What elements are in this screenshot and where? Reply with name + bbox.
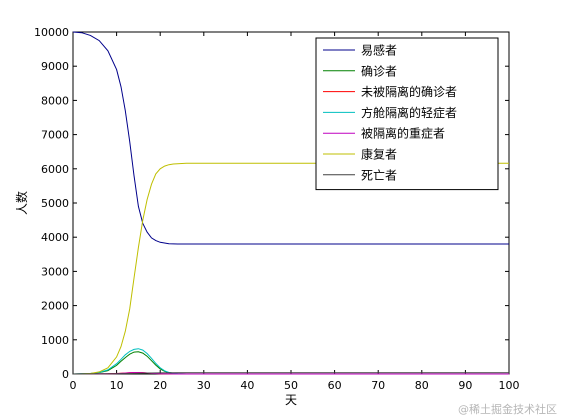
series-line-5 <box>72 162 509 375</box>
series-line-6 <box>72 372 509 375</box>
y-tick-label: 7000 <box>41 129 69 142</box>
legend-label-1: 确诊者 <box>361 64 397 78</box>
y-axis-label: 人数 <box>14 191 29 215</box>
x-tick-label: 100 <box>499 379 520 392</box>
legend-box <box>315 37 499 191</box>
x-tick-label: 30 <box>197 379 211 392</box>
y-tick-label: 2000 <box>41 300 69 313</box>
x-tick-label: 90 <box>458 379 472 392</box>
y-tick-label: 10000 <box>34 26 69 39</box>
y-tick-label: 0 <box>62 368 69 381</box>
x-tick-label: 60 <box>328 379 342 392</box>
legend-label-0: 易感者 <box>361 43 397 58</box>
x-tick-label: 10 <box>110 379 124 392</box>
y-tick-label: 3000 <box>41 265 69 278</box>
watermark: @稀土掘金技术社区 <box>458 402 557 416</box>
x-tick-label: 70 <box>371 379 385 392</box>
x-tick-label: 80 <box>415 379 429 392</box>
x-tick-label: 50 <box>284 379 298 392</box>
x-tick-label: 0 <box>70 379 77 392</box>
legend-label-5: 康复者 <box>361 147 397 162</box>
series-line-0 <box>72 31 509 245</box>
x-tick-label: 40 <box>240 379 254 392</box>
legend-label-6: 死亡者 <box>361 168 397 182</box>
y-tick-label: 8000 <box>41 94 69 107</box>
series-lines <box>72 31 509 375</box>
y-tick-label: 5000 <box>41 197 69 210</box>
y-tick-label: 6000 <box>41 163 69 176</box>
y-tick-label: 1000 <box>41 334 69 347</box>
y-tick-label: 9000 <box>41 60 69 73</box>
x-tick-label: 20 <box>153 379 167 392</box>
axis-ticks: 0 10 20 30 40 50 60 70 80 90 100010002000300040005… <box>34 26 520 392</box>
x-axis-label: 天 <box>285 393 297 407</box>
legend-label-2: 未被隔离的确诊者 <box>361 84 457 99</box>
legend-label-4: 被隔离的重症者 <box>361 126 445 141</box>
y-tick-label: 4000 <box>41 231 69 244</box>
legend-label-3: 方舱隔离的轻症者 <box>361 105 457 120</box>
